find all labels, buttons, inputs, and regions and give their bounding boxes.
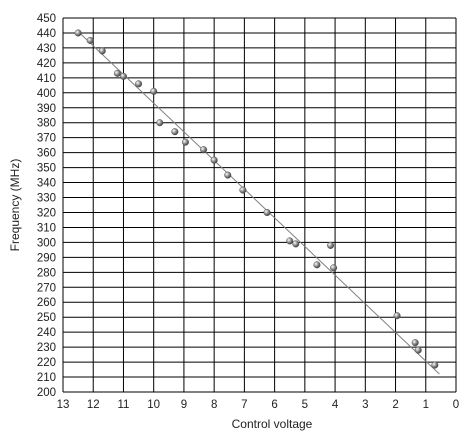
y-tick-labels: 200 210 220 230 240 250 260 270 280 290 300 310 320 3… (37, 13, 56, 399)
data-point (286, 237, 294, 245)
y-tick-label: 350 (37, 163, 56, 175)
data-point (330, 264, 338, 272)
y-tick-label: 310 (37, 222, 56, 234)
x-tick-label: 10 (147, 399, 160, 411)
data-point (210, 156, 218, 164)
y-tick-label: 380 (37, 118, 56, 130)
data-point (74, 29, 82, 37)
data-point (393, 312, 401, 320)
x-tick-label: 1 (423, 399, 429, 411)
y-tick-label: 320 (37, 207, 56, 219)
x-tick-labels: 13 12 11 10 9 8 7 6 5 4 3 2 1 0 (57, 399, 460, 411)
y-tick-label: 330 (37, 193, 56, 205)
y-tick-label: 240 (37, 327, 56, 339)
x-tick-label: 13 (57, 399, 70, 411)
x-tick-label: 7 (241, 399, 247, 411)
y-tick-label: 410 (37, 73, 56, 85)
data-point (200, 146, 208, 154)
data-point (171, 128, 179, 136)
x-tick-label: 4 (332, 399, 339, 411)
y-tick-label: 340 (37, 178, 56, 190)
data-point (135, 80, 143, 88)
y-tick-label: 400 (37, 88, 56, 100)
data-point (224, 171, 232, 179)
y-tick-label: 200 (37, 387, 56, 399)
y-tick-label: 270 (37, 282, 56, 294)
y-tick-label: 230 (37, 342, 56, 354)
x-tick-label: 12 (87, 399, 100, 411)
y-tick-label: 280 (37, 267, 56, 279)
data-point (181, 138, 189, 146)
x-axis-label: Control voltage (232, 417, 313, 431)
x-tick-label: 9 (181, 399, 187, 411)
x-tick-label: 3 (362, 399, 368, 411)
data-point (156, 119, 164, 127)
x-tick-label: 2 (392, 399, 398, 411)
trend-line (77, 31, 440, 375)
data-point (113, 69, 121, 77)
data-point (119, 72, 127, 80)
data-point (414, 346, 422, 354)
y-tick-label: 290 (37, 252, 56, 264)
y-tick-label: 390 (37, 103, 56, 115)
data-point (150, 87, 158, 95)
x-tick-label: 0 (453, 399, 459, 411)
data-point (431, 361, 439, 369)
y-tick-label: 360 (37, 148, 56, 160)
fit-line-layer (77, 31, 440, 375)
y-axis-label: Frequency (MHz) (8, 159, 22, 252)
x-tick-label: 8 (211, 399, 217, 411)
data-point (86, 36, 94, 44)
grid (62, 17, 457, 393)
y-tick-label: 260 (37, 297, 56, 309)
y-tick-label: 450 (37, 13, 56, 25)
data-point (239, 186, 247, 194)
data-point (327, 241, 335, 249)
data-point (263, 208, 271, 216)
data-point (411, 339, 419, 347)
y-tick-label: 430 (37, 43, 56, 55)
y-tick-label: 370 (37, 133, 56, 145)
data-point (292, 240, 300, 248)
y-tick-label: 210 (37, 372, 56, 384)
y-tick-label: 420 (37, 58, 56, 70)
data-point (313, 261, 321, 269)
data-points (74, 29, 439, 369)
y-tick-label: 220 (37, 357, 56, 369)
y-tick-label: 440 (37, 28, 56, 40)
x-tick-label: 6 (271, 399, 277, 411)
x-tick-label: 11 (117, 399, 129, 411)
y-tick-label: 250 (37, 312, 56, 324)
data-point (98, 47, 106, 55)
y-tick-label: 300 (37, 237, 56, 249)
x-tick-label: 5 (302, 399, 308, 411)
